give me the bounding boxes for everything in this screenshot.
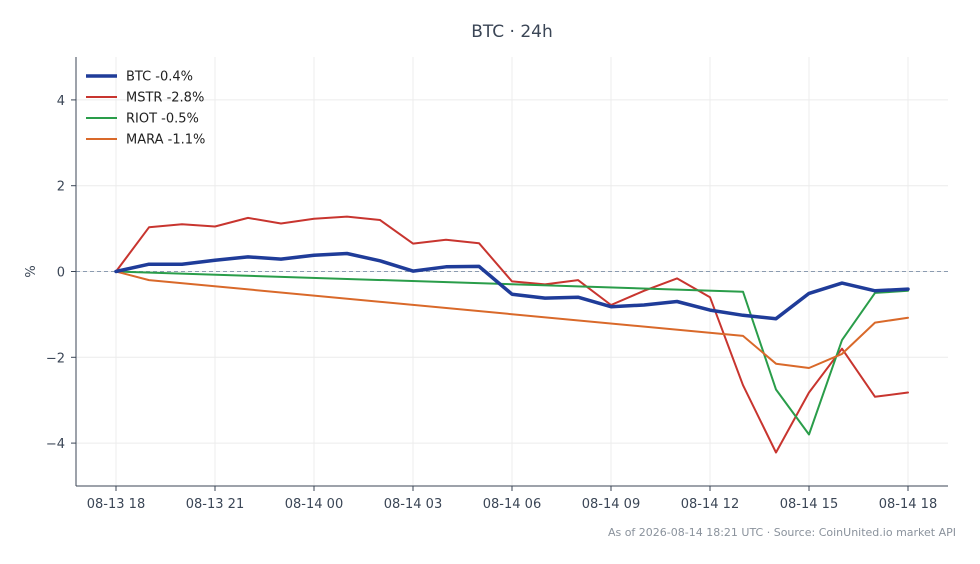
x-tick-label: 08-13 21 [186, 497, 244, 512]
series-line-mara [115, 270, 909, 369]
x-tick-label: 08-14 03 [384, 497, 442, 512]
x-tick-label: 08-13 18 [87, 497, 145, 512]
legend-label: MARA -1.1% [126, 133, 205, 148]
legend-label: BTC -0.4% [126, 70, 193, 85]
y-tick-label: −2 [46, 351, 65, 366]
x-tick-label: 08-14 09 [582, 497, 640, 512]
x-tick-label: 08-14 15 [780, 497, 838, 512]
y-tick-label: 4 [57, 94, 65, 109]
y-tick-label: 0 [57, 266, 65, 281]
series-line-btc [114, 251, 910, 321]
legend-label: MSTR -2.8% [126, 91, 204, 106]
series-line-mstr [115, 215, 909, 454]
footer-source: As of 2026-08-14 18:21 UTC · Source: Coi… [607, 526, 956, 539]
y-tick-label: −4 [46, 437, 65, 452]
x-tick-label: 08-14 18 [879, 497, 937, 512]
x-tick-label: 08-14 00 [285, 497, 343, 512]
y-tick-label: 2 [57, 180, 65, 195]
y-axis-label: % [24, 265, 39, 277]
legend-label: RIOT -0.5% [126, 112, 199, 127]
x-tick-label: 08-14 12 [681, 497, 739, 512]
series-line-riot [115, 270, 909, 436]
plot-area: 08-13 18 08-13 21 08-14 00 08-14 03 08-14 06… [24, 57, 948, 512]
chart-title: BTC · 24h [471, 22, 553, 42]
x-tick-label: 08-14 06 [483, 497, 541, 512]
